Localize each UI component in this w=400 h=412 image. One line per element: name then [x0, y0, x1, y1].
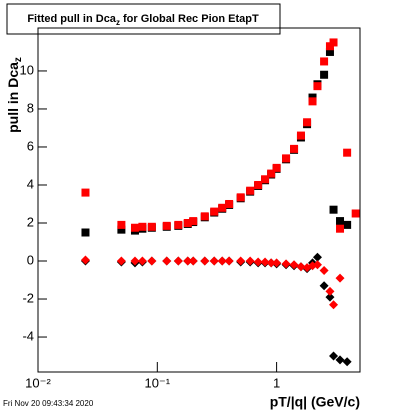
square-marker — [81, 228, 90, 237]
timestamp: Fri Nov 20 09:43:34 2020 — [3, 399, 94, 408]
diamond-marker — [224, 256, 234, 266]
diamond-marker — [209, 256, 219, 266]
y-axis-label: pull in Dcaz — [5, 57, 24, 133]
diamond-marker — [147, 256, 157, 266]
square-marker — [183, 218, 192, 227]
diamond-marker — [289, 260, 299, 270]
square-marker — [147, 222, 156, 231]
square-marker — [218, 203, 227, 212]
diamond-marker — [188, 256, 198, 266]
title-box — [6, 3, 281, 35]
diamond-marker — [162, 256, 172, 266]
chart-title: Fitted pull in Dcaz for Global Rec Pion … — [27, 13, 259, 27]
diamond-marker — [272, 258, 282, 268]
square-marker — [130, 223, 139, 232]
square-marker — [272, 163, 281, 172]
diamond-marker — [253, 257, 263, 267]
square-marker — [225, 199, 234, 208]
diamond-marker — [335, 273, 345, 283]
square-marker — [336, 224, 345, 233]
square-marker — [313, 82, 322, 91]
diamond-marker — [296, 262, 306, 272]
diamond-marker — [325, 286, 335, 296]
square-marker — [117, 225, 126, 234]
square-marker — [236, 193, 245, 202]
y-tick-label: -2 — [22, 290, 34, 305]
square-marker — [329, 38, 338, 47]
y-tick-label: 10 — [20, 62, 34, 77]
square-marker — [320, 57, 329, 66]
square-marker — [174, 220, 183, 229]
diamond-marker — [137, 256, 147, 266]
square-marker — [308, 97, 317, 106]
y-label-main: pull in Dca — [5, 62, 21, 133]
diamond-marker — [312, 260, 322, 270]
square-marker — [117, 220, 126, 229]
plot-frame — [37, 27, 361, 373]
diamond-marker — [329, 351, 339, 361]
diamond-marker — [319, 266, 329, 276]
square-marker — [290, 144, 299, 153]
diamond-marker — [130, 256, 140, 266]
x-tick-label: 10⁻¹ — [144, 375, 170, 390]
square-marker — [351, 209, 360, 218]
square-marker — [162, 221, 171, 230]
diamond-marker — [245, 256, 255, 266]
square-marker — [343, 148, 352, 157]
square-marker — [343, 220, 352, 229]
square-marker — [138, 222, 147, 231]
square-marker — [303, 118, 312, 127]
square-marker — [267, 169, 276, 178]
square-marker — [210, 207, 219, 216]
diamond-marker — [217, 256, 227, 266]
diamond-marker — [266, 258, 276, 268]
x-tick-label: 1 — [273, 375, 280, 390]
y-label-subscript: z — [13, 57, 24, 62]
x-tick-label: 10⁻² — [25, 375, 51, 390]
diamond-marker — [236, 256, 246, 266]
square-marker — [296, 131, 305, 140]
diamond-marker — [116, 256, 126, 266]
diamond-marker — [80, 255, 90, 265]
y-tick-label: 8 — [27, 100, 34, 115]
y-tick-label: -4 — [22, 328, 34, 343]
diamond-marker — [329, 300, 339, 310]
square-marker — [261, 175, 270, 184]
square-marker — [246, 186, 255, 195]
y-tick-label: 0 — [27, 252, 34, 267]
diamond-marker — [312, 252, 322, 262]
y-tick-label: 4 — [27, 176, 34, 191]
diamond-marker — [200, 256, 210, 266]
square-marker — [81, 188, 90, 197]
y-tick-label: 6 — [27, 138, 34, 153]
title-main: Fitted pull in Dca — [27, 13, 116, 25]
square-marker — [282, 154, 291, 163]
square-marker — [189, 217, 198, 226]
y-tick-label: 2 — [27, 214, 34, 229]
diamond-marker — [183, 256, 193, 266]
square-marker — [325, 47, 334, 56]
square-marker — [200, 212, 209, 221]
square-marker — [254, 180, 263, 189]
title-subscript: z — [116, 18, 120, 27]
diamond-marker — [173, 256, 183, 266]
plot-area: -4 -2 0 2 4 6 8 10 10⁻² 10⁻¹ 1 — [20, 38, 360, 390]
diamond-marker — [335, 355, 345, 365]
square-marker — [329, 205, 338, 214]
diamond-marker — [319, 281, 329, 291]
square-marker — [336, 217, 345, 226]
diamond-marker — [281, 259, 291, 269]
diamond-marker — [342, 357, 352, 367]
title-rest: for Global Rec Pion EtapT — [120, 13, 259, 25]
diamond-marker — [260, 257, 270, 267]
x-axis-label: pT/|q| (GeV/c) — [270, 394, 360, 410]
diamond-marker — [325, 292, 335, 302]
square-marker — [320, 70, 329, 79]
